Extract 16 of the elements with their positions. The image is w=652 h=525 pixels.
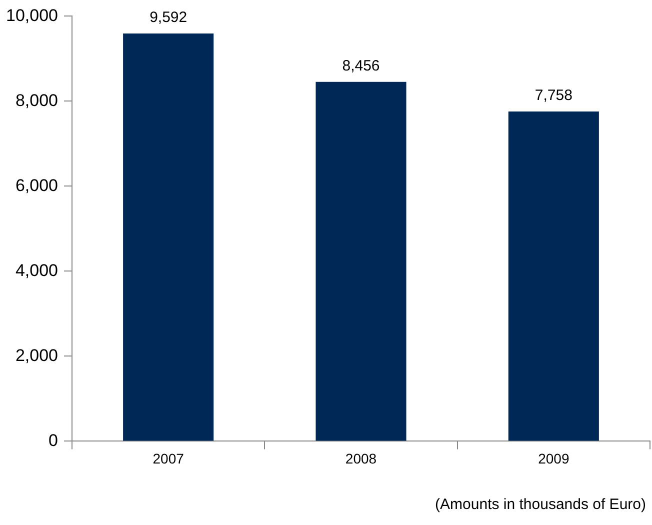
y-tick-label: 2,000: [15, 346, 58, 365]
bar: [508, 111, 599, 441]
x-tick-label: 2008: [345, 450, 377, 466]
x-tick-label: 2007: [152, 450, 184, 466]
y-tick-label: 0: [48, 430, 58, 450]
data-label: 9,592: [150, 9, 188, 26]
x-tick-label: 2009: [538, 450, 570, 466]
y-tick-label: 8,000: [15, 90, 58, 110]
bar: [123, 34, 214, 441]
data-label: 8,456: [342, 57, 380, 74]
data-label: 7,758: [534, 87, 572, 104]
y-tick-label: 4,000: [15, 260, 58, 280]
bar: [316, 82, 406, 441]
y-tick-label: 10,000: [6, 6, 58, 25]
text: (Amounts in thousands of Euro): [435, 496, 646, 513]
y-tick-label: 6,000: [15, 176, 58, 195]
